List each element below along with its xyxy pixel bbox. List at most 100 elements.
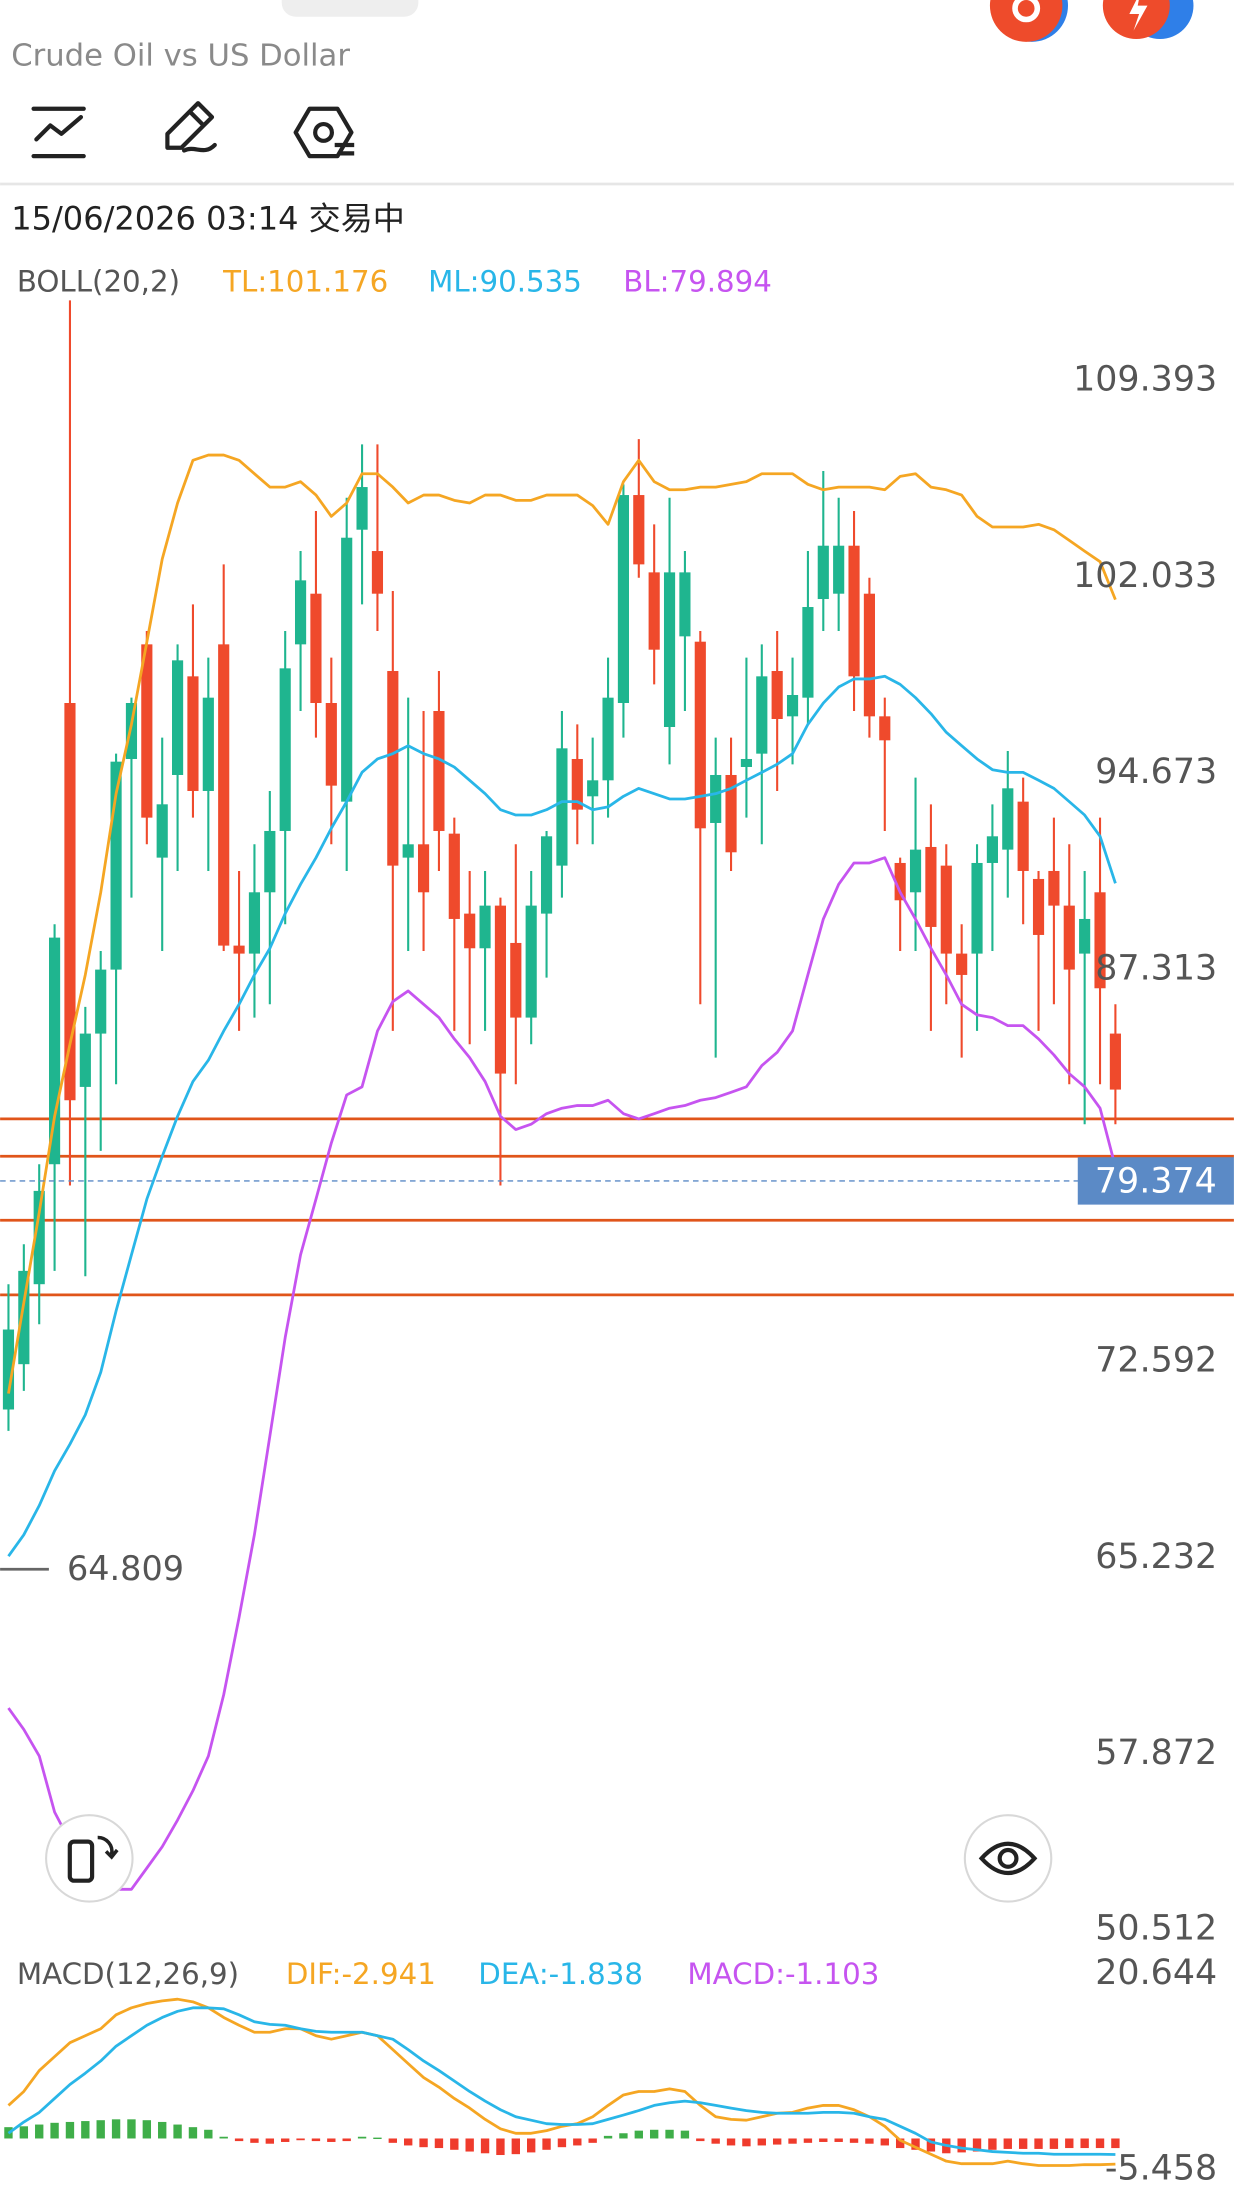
macd-bar bbox=[557, 2138, 567, 2148]
macd-bar bbox=[357, 2136, 367, 2139]
macd-bar bbox=[142, 2120, 152, 2139]
candle-body bbox=[479, 905, 491, 949]
candle-body bbox=[18, 1270, 30, 1365]
candle-body bbox=[986, 836, 998, 863]
macd-bar bbox=[511, 2138, 520, 2155]
app-badge[interactable] bbox=[1102, 0, 1194, 40]
macd-bar bbox=[496, 2138, 505, 2156]
macd-bar bbox=[819, 2138, 828, 2142]
macd-bar bbox=[50, 2122, 59, 2139]
candle-body bbox=[848, 545, 860, 677]
candle-body bbox=[448, 833, 460, 919]
candle-body bbox=[49, 937, 61, 1165]
candle-body bbox=[940, 865, 952, 954]
macd-bar bbox=[803, 2138, 813, 2143]
candle-body bbox=[310, 593, 322, 704]
macd-bar bbox=[265, 2138, 275, 2144]
boll-label: BOLL(20,2) bbox=[17, 265, 180, 299]
price-tick-label: 94.673 bbox=[1095, 752, 1217, 792]
candle-body bbox=[79, 1033, 91, 1087]
price-tick-label: 72.592 bbox=[1095, 1341, 1217, 1381]
price-tick-label: 109.393 bbox=[1073, 360, 1217, 400]
candle-body bbox=[556, 748, 568, 866]
settings-button[interactable] bbox=[293, 106, 355, 159]
candle-body bbox=[602, 697, 614, 781]
boll-middle-line bbox=[7, 674, 1117, 1557]
draw-button[interactable] bbox=[165, 101, 217, 153]
macd-bar bbox=[1065, 2138, 1074, 2149]
candle-body bbox=[141, 644, 153, 818]
candle-body bbox=[1063, 905, 1075, 970]
notch bbox=[281, 0, 419, 17]
candle-body bbox=[341, 537, 353, 802]
macd-bar bbox=[250, 2138, 259, 2143]
candle-body bbox=[1094, 892, 1106, 989]
candle-body bbox=[633, 495, 645, 565]
candle-body bbox=[925, 846, 937, 927]
candle-body bbox=[648, 572, 660, 650]
macd-bar bbox=[188, 2127, 198, 2139]
macd-bar bbox=[1018, 2138, 1028, 2149]
candle-body bbox=[402, 844, 414, 858]
symbol-title: Crude Oil vs US Dollar bbox=[11, 39, 350, 74]
candle-body bbox=[325, 703, 337, 786]
candle-body bbox=[863, 593, 875, 717]
candle-body bbox=[187, 676, 199, 791]
candle-body bbox=[909, 849, 922, 893]
macd-bar bbox=[158, 2121, 167, 2139]
macd-bar bbox=[849, 2138, 859, 2143]
dif-label: DIF:-2.941 bbox=[286, 1957, 436, 1991]
macd-bottom-label: -5.458 bbox=[1105, 2148, 1217, 2186]
price-tick-label: 102.033 bbox=[1073, 556, 1217, 596]
macd-top-label: 20.644 bbox=[1095, 1953, 1217, 1993]
candle-body bbox=[510, 942, 522, 1018]
dif-line bbox=[7, 1997, 1116, 2167]
macd-bar bbox=[665, 2129, 674, 2139]
visibility-button[interactable] bbox=[963, 1814, 1053, 1903]
macd-bar bbox=[772, 2138, 782, 2145]
dea-label: DEA:-1.838 bbox=[478, 1957, 643, 1991]
candle-body bbox=[417, 844, 430, 893]
candle-body bbox=[202, 697, 214, 791]
current-price-badge bbox=[1077, 1157, 1234, 1205]
macd-bar bbox=[65, 2121, 75, 2139]
macd-bar bbox=[388, 2138, 397, 2143]
price-tick-label: 65.232 bbox=[1095, 1537, 1217, 1577]
macd-bar bbox=[173, 2124, 182, 2139]
candle-body bbox=[64, 703, 76, 1101]
indicator-button[interactable] bbox=[31, 106, 86, 159]
price-plot: 109.393 102.033 94.673 87.313 72.592 65.232 57… bbox=[0, 300, 1234, 1948]
macd-bar bbox=[1034, 2138, 1043, 2149]
candle-body bbox=[433, 711, 445, 831]
macd-bar bbox=[1080, 2138, 1089, 2149]
macd-label: MACD(12,26,9) bbox=[17, 1957, 239, 1991]
rotate-button[interactable] bbox=[45, 1814, 134, 1903]
candle-body bbox=[725, 774, 737, 853]
macd-bar bbox=[281, 2138, 290, 2142]
macd-bar bbox=[111, 2119, 121, 2139]
candle-body bbox=[264, 830, 276, 893]
candle-body bbox=[294, 580, 307, 645]
macd-plot: 20.644 -5.458 bbox=[4, 1953, 1217, 2186]
candle-body bbox=[33, 1190, 45, 1285]
macd-bar bbox=[988, 2138, 997, 2150]
candle-body bbox=[802, 607, 814, 698]
macd-bar bbox=[588, 2138, 597, 2143]
macd-bar bbox=[573, 2138, 582, 2146]
macd-bar bbox=[19, 2126, 29, 2139]
candle-body bbox=[663, 572, 676, 727]
candle-body bbox=[879, 716, 891, 741]
macd-bar bbox=[373, 2137, 382, 2140]
macd-bar bbox=[234, 2138, 244, 2142]
candle-body bbox=[1032, 878, 1045, 935]
macd-bar bbox=[926, 2138, 936, 2152]
macd-bar bbox=[895, 2138, 905, 2149]
app-badge[interactable] bbox=[989, 0, 1068, 42]
status-time: 15/06/2026 03:14 交易中 bbox=[11, 199, 405, 237]
macd-bar bbox=[465, 2138, 474, 2152]
candle-body bbox=[95, 969, 107, 1034]
candle-body bbox=[833, 545, 845, 594]
candle-body bbox=[218, 644, 230, 946]
candle-body bbox=[571, 758, 583, 810]
candle-body bbox=[771, 671, 783, 719]
